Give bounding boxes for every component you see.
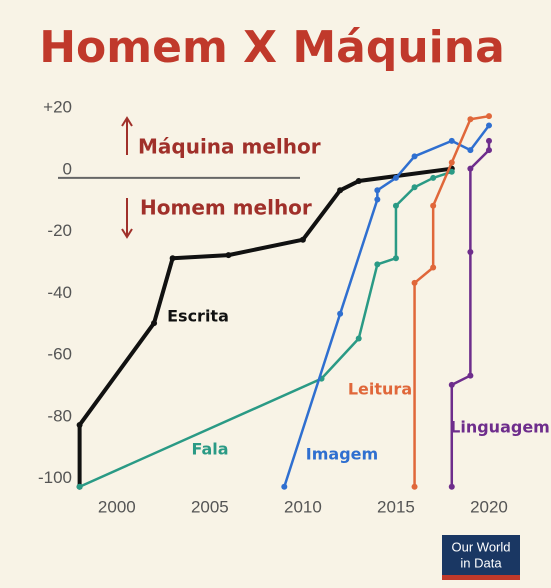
point [467,249,474,256]
logo-stripe [442,575,520,580]
x-tick-label: 2015 [377,497,415,516]
point [411,184,418,191]
point [448,168,455,175]
point [467,116,474,123]
logo-text: in Data [460,555,502,570]
series-label: Imagem [306,445,378,464]
point [374,261,381,268]
series-label: Linguagem [450,418,550,437]
point [374,196,381,203]
x-tick-label: 2005 [191,497,229,516]
y-tick-label: -20 [47,221,72,240]
y-tick-label: -80 [47,406,72,425]
logo-text: Our World [452,539,511,554]
point [337,187,344,194]
point [430,202,437,209]
point [392,202,399,209]
point [355,335,362,342]
point [485,147,492,154]
y-tick-label: -40 [47,283,72,302]
x-tick-label: 2020 [470,497,508,516]
point [374,187,381,194]
series-label: Fala [191,440,228,459]
point [355,178,362,185]
annotation: Máquina melhor [138,135,321,159]
point [299,236,306,243]
y-tick-label: -60 [47,345,72,364]
point [485,113,492,120]
point [430,174,437,181]
down-arrow-head [121,228,133,239]
point [448,483,455,490]
point [337,310,344,317]
point [392,255,399,262]
up-arrow-head [121,116,133,127]
y-tick-label: 0 [63,159,72,178]
x-tick-label: 2010 [284,497,322,516]
point [76,483,83,490]
y-tick-label: -100 [38,468,72,487]
logo-box [442,535,520,580]
point [411,279,418,286]
point [411,153,418,160]
point [411,483,418,490]
point [169,255,176,262]
point [76,421,83,428]
series-label: Leitura [348,380,412,399]
point [392,174,399,181]
point [430,264,437,271]
series-label: Escrita [167,307,229,326]
y-tick-label: +20 [43,98,72,117]
point [448,137,455,144]
x-tick-label: 2000 [98,497,136,516]
point [151,320,158,327]
point [448,381,455,388]
point [225,252,232,259]
point [281,483,288,490]
annotation: Homem melhor [140,196,312,220]
point [485,137,492,144]
point [467,147,474,154]
point [467,165,474,172]
chart-title: Homem X Máquina [39,22,505,73]
point [467,372,474,379]
point [485,122,492,129]
point [448,159,455,166]
